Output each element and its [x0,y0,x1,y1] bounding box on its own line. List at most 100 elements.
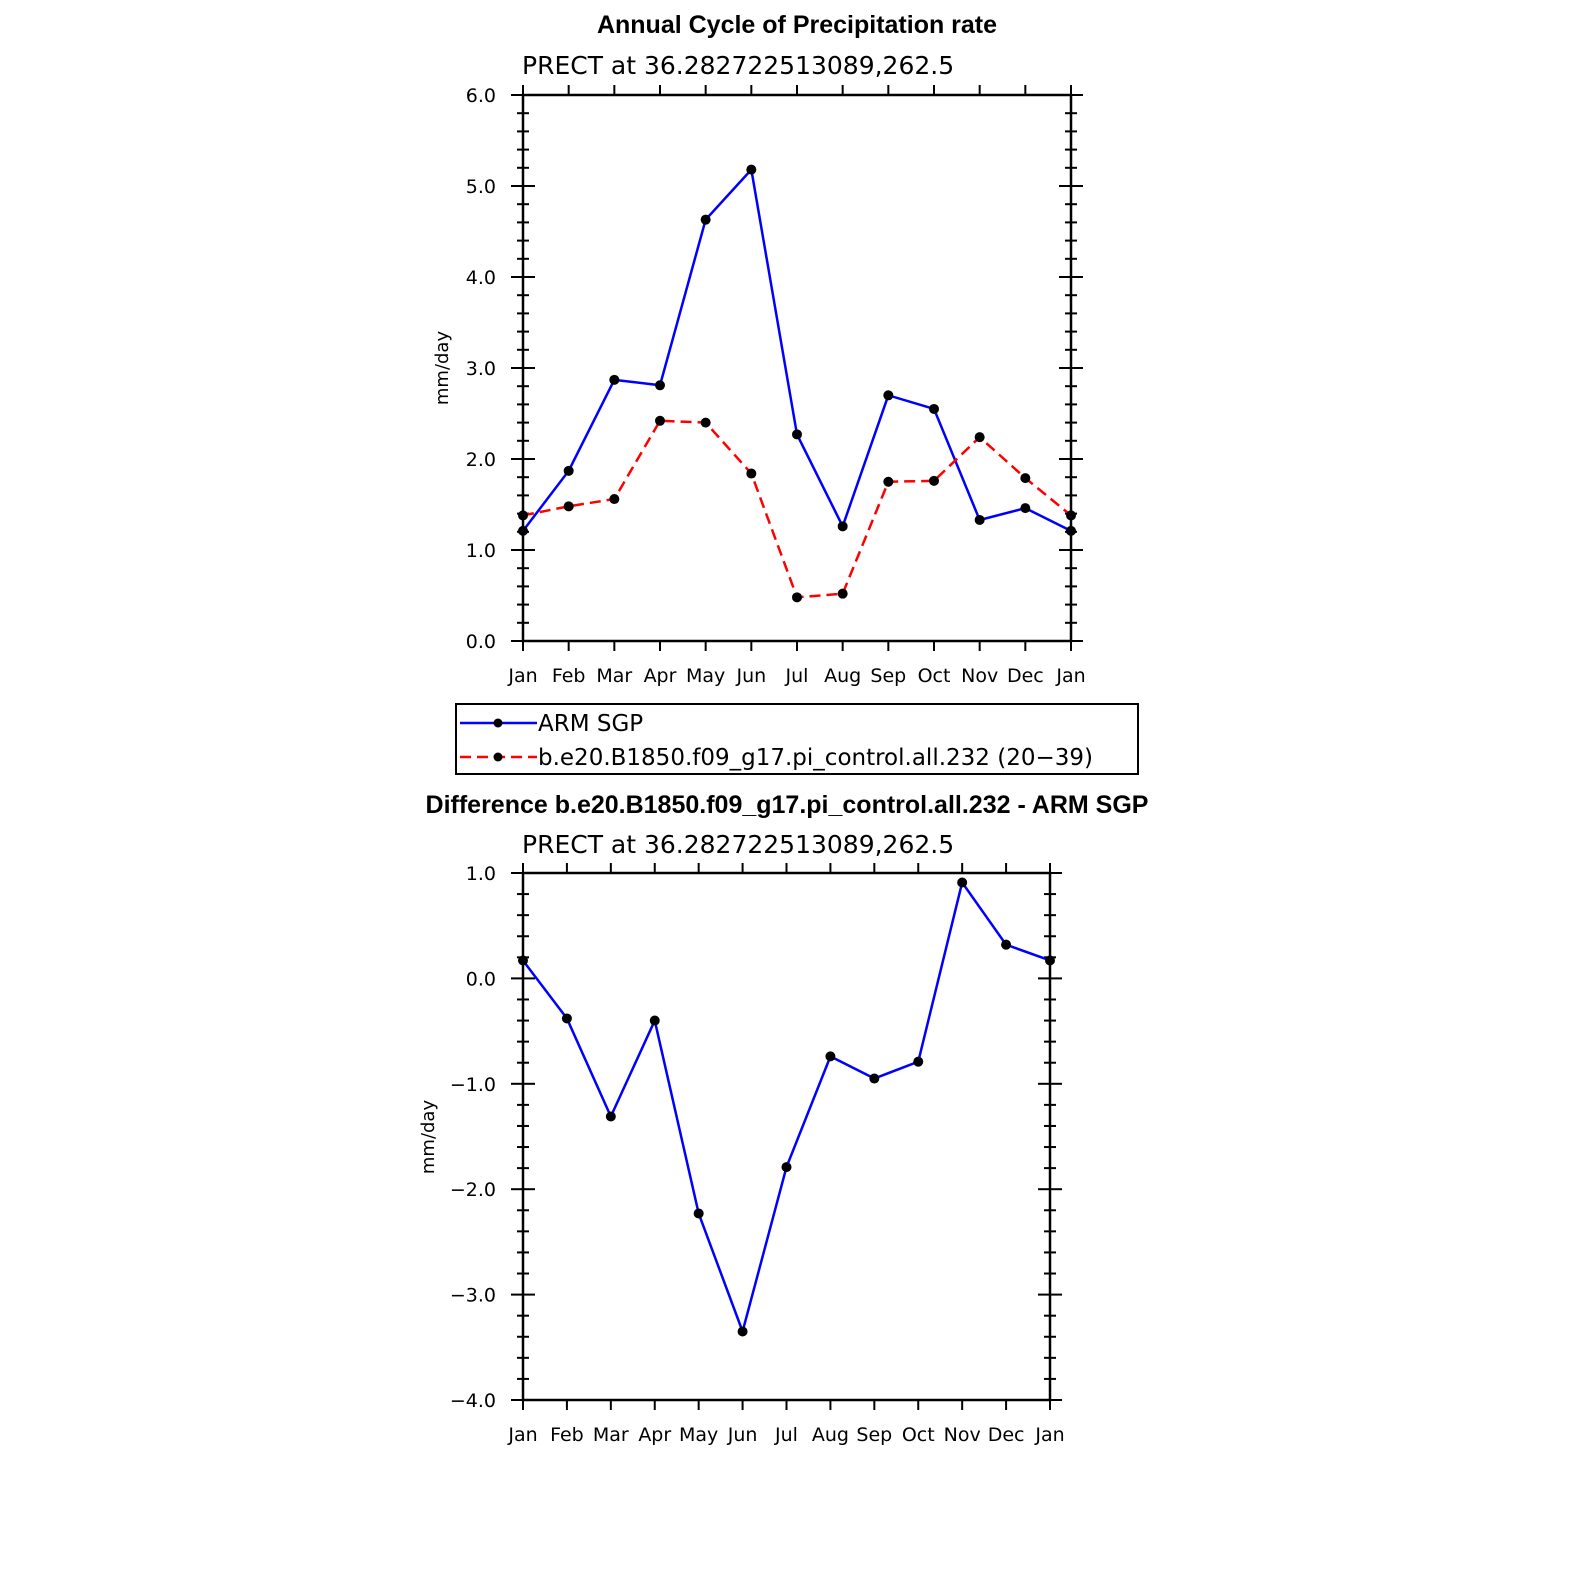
y-tick-label: 0.0 [466,968,496,990]
chart-subtitle: PRECT at 36.282722513089,262.5 [522,830,954,859]
data-point [1020,503,1031,514]
x-tick-label: Jan [507,1424,537,1446]
x-tick-label: Nov [944,1424,981,1446]
data-point [746,164,757,175]
y-axis-label: mm/day [418,1100,439,1175]
data-point [649,1015,660,1026]
x-tick-label: Jul [774,1424,798,1446]
data-point [869,1073,880,1084]
x-tick-label: Apr [638,1424,671,1446]
x-tick-label: Oct [902,1424,935,1446]
x-tick-label: Sep [870,665,906,687]
data-point [929,475,939,486]
data-point [825,1051,836,1062]
data-point [518,955,528,966]
plot-frame [521,93,1073,643]
x-tick-label: Apr [644,665,677,687]
data-point [1045,955,1055,966]
data-point [1001,939,1012,950]
x-tick-label: Mar [593,1424,629,1446]
data-point [1066,525,1076,536]
data-point [837,521,848,532]
x-tick-label: Oct [918,665,951,687]
legend-marker-arm-sgp [493,718,503,728]
chart-title: Difference b.e20.B1850.f09_g17.pi_contro… [426,791,1149,819]
data-point [781,1162,792,1173]
x-tick-label: Jul [785,665,809,687]
legend-entry-model: b.e20.B1850.f09_g17.pi_control.all.232 (… [538,745,1093,771]
y-axis-label: mm/day [432,331,453,406]
plot-frame [521,871,1052,1402]
y-tick-label: 2.0 [466,449,496,471]
series-line-1 [522,419,1072,599]
series-line-0 [522,166,1072,533]
x-tick-label: Mar [596,665,632,687]
data-point [518,510,528,521]
data-point [609,494,620,505]
y-tick-labels: 0.0 1.0 2.0 3.0 4.0 5.0 6.0 [466,85,496,653]
data-point [700,417,711,428]
data-point [837,588,848,599]
x-tick-label: May [679,1424,718,1446]
y-tick-label: −3.0 [450,1285,496,1307]
data-point [655,415,665,426]
x-tick-label: Aug [824,665,861,687]
y-tick-label: −2.0 [450,1179,496,1201]
data-point [561,1013,572,1024]
x-tick-label: Sep [856,1424,892,1446]
y-tick-label: −4.0 [450,1390,496,1412]
data-point [700,214,711,225]
y-tick-label: 4.0 [466,267,496,289]
x-tick-label: Feb [552,665,586,687]
data-point [913,1056,924,1067]
data-point [974,432,985,443]
chart-title: Annual Cycle of Precipitation rate [597,11,997,39]
y-tick-label: 5.0 [466,176,496,198]
x-tick-label: Jan [1055,665,1085,687]
x-tick-label: Jun [735,665,766,687]
y-tick-label: −1.0 [450,1074,496,1096]
data-point [609,374,620,385]
legend: ARM SGP b.e20.B1850.f09_g17.pi_control.a… [455,703,1139,775]
x-tick-label: May [686,665,725,687]
data-point [929,403,939,414]
difference-chart: Difference b.e20.B1850.f09_g17.pi_contro… [418,791,1148,1446]
data-point [957,877,968,888]
axis-ticks [511,863,1062,1410]
series-layer [518,164,1076,603]
data-point [655,380,665,391]
x-tick-labels: Jan Feb Mar Apr May Jun Jul Aug Sep Oct Nov Dec Jan [507,1424,1064,1446]
chart-subtitle: PRECT at 36.282722513089,262.5 [522,51,954,80]
data-point [605,1111,616,1122]
data-point [746,468,757,479]
x-tick-label: Feb [550,1424,584,1446]
legend-box [455,703,1139,775]
data-point [1066,510,1076,521]
data-point [792,592,802,603]
series-layer [518,877,1055,1337]
data-point [518,525,528,536]
x-tick-label: Aug [812,1424,849,1446]
data-point [693,1208,704,1219]
x-tick-label: Dec [1007,665,1044,687]
x-tick-label: Nov [961,665,998,687]
x-tick-label: Jan [507,665,537,687]
data-point [563,501,574,512]
data-point [883,476,894,487]
annual-cycle-chart: Annual Cycle of Precipitation rate PRECT… [432,11,1086,687]
y-tick-labels: −4.0 −3.0 −2.0 −1.0 0.0 1.0 [450,863,496,1412]
data-point [883,390,894,401]
x-tick-label: Dec [988,1424,1025,1446]
axis-ticks [511,85,1083,651]
x-tick-label: Jan [1034,1424,1064,1446]
y-tick-label: 0.0 [466,631,496,653]
y-tick-label: 6.0 [466,85,496,107]
data-point [792,429,802,440]
data-point [737,1326,748,1337]
legend-entry-arm-sgp: ARM SGP [538,711,643,737]
series-line-0 [522,879,1051,1336]
y-tick-label: 1.0 [466,540,496,562]
x-tick-labels: Jan Feb Mar Apr May Jun Jul Aug Sep Oct Nov Dec Jan [507,665,1085,687]
y-tick-label: 3.0 [466,358,496,380]
